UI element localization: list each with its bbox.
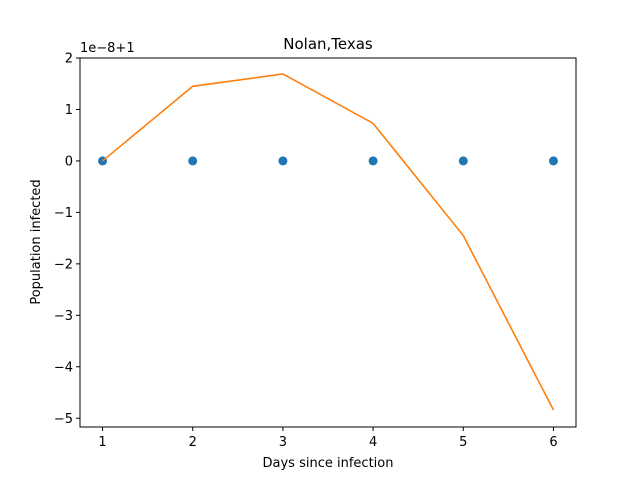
chart-title: Nolan,Texas xyxy=(283,35,373,53)
y-tick-label: 0 xyxy=(65,154,73,169)
x-tick-label: 6 xyxy=(549,435,557,450)
series-0-point xyxy=(278,156,288,166)
y-tick-label: −3 xyxy=(54,309,73,324)
series-0-point xyxy=(368,156,378,166)
x-axis-label: Days since infection xyxy=(263,456,394,471)
x-axis: 1 2 3 4 5 6 xyxy=(98,427,558,450)
series-0-point xyxy=(548,156,558,166)
y-tick-label: −1 xyxy=(54,206,73,221)
series-1-line xyxy=(102,73,555,411)
plot-marks xyxy=(98,73,558,411)
y-tick-label: −5 xyxy=(54,412,73,427)
x-tick-label: 5 xyxy=(459,435,467,450)
series-0-point xyxy=(458,156,468,166)
x-tick-label: 3 xyxy=(279,435,287,450)
plot-frame xyxy=(79,57,577,428)
x-tick-label: 1 xyxy=(98,435,106,450)
y-tick-label: 2 xyxy=(65,52,73,67)
y-offset-label: 1e−8+1 xyxy=(80,41,135,56)
x-tick-label: 4 xyxy=(369,435,377,450)
y-axis-label: Population infected xyxy=(29,179,44,304)
y-tick-label: 1 xyxy=(65,103,73,118)
y-axis: 2 1 0 −1 −2 −3 −4 −5 xyxy=(54,52,80,427)
y-tick-label: −2 xyxy=(54,257,73,272)
x-tick-label: 2 xyxy=(189,435,197,450)
y-tick-label: −4 xyxy=(54,360,73,375)
series-0-point xyxy=(188,156,198,166)
